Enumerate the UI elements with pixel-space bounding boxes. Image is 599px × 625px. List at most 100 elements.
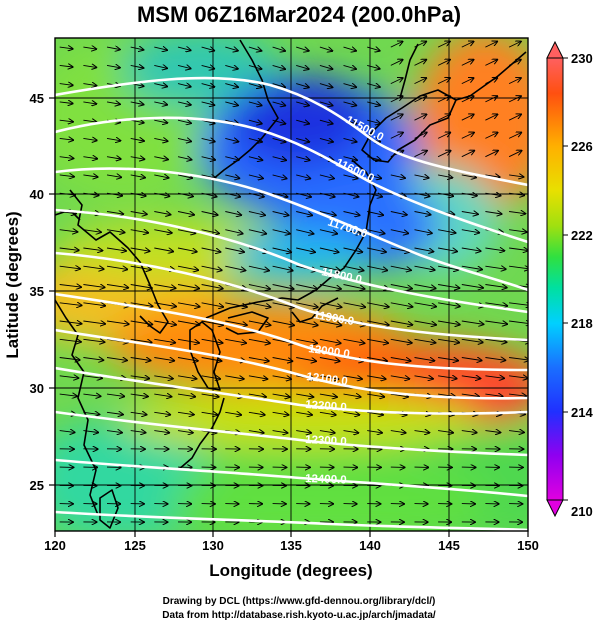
wind-arrow: [272, 157, 286, 161]
wind-arrow: [59, 230, 78, 232]
wind-arrow: [367, 431, 382, 433]
wind-arrow: [390, 284, 412, 289]
wind-arrow: [154, 320, 176, 325]
wind-arrow: [59, 321, 82, 324]
wind-arrow: [201, 102, 215, 105]
wind-arrow: [225, 138, 238, 141]
wind-arrow: [296, 412, 312, 415]
wind-arrow: [437, 96, 450, 103]
colorbar-label: 222: [571, 228, 593, 243]
x-tick-labels: 120 125 130 135 140 145 150: [44, 538, 539, 553]
wind-arrow: [130, 47, 144, 50]
colorbar-label: 210: [571, 504, 593, 519]
wind-arrow: [367, 84, 380, 87]
wind-arrow: [390, 229, 408, 234]
wind-arrow: [154, 247, 173, 252]
contour-label: 12200.0: [305, 399, 347, 414]
wind-arrow: [367, 247, 386, 252]
wind-arrow: [106, 175, 121, 177]
wind-arrow: [272, 192, 288, 197]
wind-arrow: [461, 114, 474, 121]
wind-arrow: [248, 47, 262, 51]
wind-arrow: [485, 151, 498, 158]
wind-arrow: [438, 431, 453, 433]
contour-12200: [55, 366, 528, 415]
wind-arrow: [508, 96, 521, 103]
wind-arrow: [367, 302, 389, 307]
wind-arrow: [343, 302, 366, 307]
wind-arrow: [248, 284, 270, 289]
wind-arrow: [130, 302, 153, 307]
wind-arrow: [319, 431, 335, 433]
wind-arrow: [509, 230, 526, 232]
wind-arrow: [367, 229, 384, 234]
wind-arrow: [130, 265, 151, 269]
wind-arrow: [485, 42, 497, 48]
wind-arrow: [154, 230, 171, 233]
wind-arrow: [83, 412, 99, 414]
wind-arrow: [319, 357, 340, 362]
contour-11500: [55, 76, 528, 187]
wind-arrow: [106, 193, 122, 196]
wind-arrow: [390, 42, 403, 48]
colorbar-top-arrow: [546, 40, 564, 59]
wind-arrow: [485, 376, 504, 379]
wind-arrow: [367, 47, 380, 51]
wind-arrow: [248, 394, 266, 397]
y-axis-title: Latitude (degrees): [3, 211, 22, 358]
wind-arrow: [201, 193, 217, 196]
wind-arrow: [177, 247, 197, 252]
wind-arrow: [201, 376, 221, 379]
wind-arrow: [272, 376, 291, 379]
wind-arrow: [225, 211, 241, 216]
wind-arrow: [201, 229, 219, 234]
wind-arrow: [59, 65, 73, 67]
wind-arrow: [461, 175, 476, 178]
wind-arrow: [83, 65, 96, 67]
wind-arrow: [154, 84, 167, 87]
wind-arrow: [201, 84, 215, 87]
wind-arrow: [272, 229, 290, 234]
wind-arrow: [414, 229, 432, 234]
wind-arrow: [296, 175, 310, 179]
wind-arrow: [59, 266, 80, 269]
coast-kyushu: [189, 321, 221, 391]
wind-arrow: [248, 320, 271, 325]
wind-arrow: [296, 431, 311, 433]
wind-arrow: [130, 193, 146, 196]
wind-arrow: [59, 431, 75, 433]
wind-arrow: [414, 358, 435, 361]
wind-arrow: [485, 431, 500, 433]
wind-arrow: [485, 358, 505, 361]
wind-arrow: [438, 247, 457, 251]
wind-arrow: [461, 78, 474, 85]
wind-arrow: [414, 320, 437, 325]
wind-arrow: [201, 120, 215, 123]
wind-arrow: [201, 212, 218, 216]
wind-arrow: [154, 338, 175, 342]
contour-label: 12000.0: [308, 343, 351, 361]
wind-arrow: [106, 157, 121, 159]
wind-arrow: [296, 157, 309, 161]
contour-12400: [55, 458, 528, 498]
wind-arrow: [319, 65, 333, 69]
wind-arrow: [154, 431, 169, 433]
wind-arrow: [390, 175, 405, 178]
colorbar-bottom-arrow: [546, 499, 564, 518]
wind-arrow: [296, 120, 309, 124]
wind-arrow: [154, 157, 168, 160]
wind-arrow: [83, 120, 96, 122]
contour-label: 12400.0: [305, 473, 347, 486]
y-tick-label: 40: [30, 187, 44, 202]
wind-arrow: [83, 376, 102, 378]
wind-arrow: [414, 338, 436, 343]
wind-arrow: [272, 120, 286, 124]
wind-arrow: [319, 175, 334, 179]
wind-arrow: [177, 412, 194, 414]
wind-arrow: [461, 376, 481, 379]
wind-arrow: [154, 284, 175, 289]
wind-arrow: [461, 266, 482, 269]
wind-arrow: [461, 358, 482, 361]
wind-arrow: [225, 302, 247, 307]
wind-arrow: [485, 321, 507, 324]
